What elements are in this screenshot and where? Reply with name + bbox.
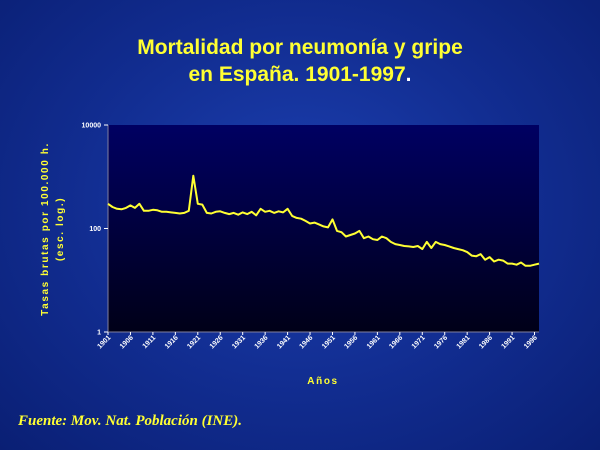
x-tick-label: 1976 xyxy=(433,334,449,350)
title-line-1: Mortalidad por neumonía y gripe xyxy=(137,36,463,59)
x-tick-label: 1951 xyxy=(321,334,337,350)
y-tick-group: 1 100 10000 xyxy=(82,123,108,337)
x-tick-label: 1921 xyxy=(186,334,202,350)
chart-title: Mortalidad por neumonía y gripe en Españ… xyxy=(0,34,600,88)
source-note: Fuente: Mov. Nat. Población (INE). xyxy=(18,413,243,429)
x-tick-label: 1991 xyxy=(501,334,517,350)
x-tick-label: 1961 xyxy=(366,334,382,350)
x-tick-label: 1996 xyxy=(523,334,539,350)
y-axis-title: Tasas brutas por 100.000 h. xyxy=(40,142,51,316)
x-tick-label: 1941 xyxy=(276,334,292,350)
x-tick-label: 1926 xyxy=(209,334,225,350)
y-axis-subtitle: (esc. log.) xyxy=(55,197,66,261)
plot-area xyxy=(108,125,539,332)
y-tick-label: 100 xyxy=(89,226,101,233)
x-tick-label: 1956 xyxy=(343,334,359,350)
x-tick-group: 1901 1906 1911 1916 1921 1926 1931 1936 1941 1946… xyxy=(96,332,539,350)
y-tick-label: 10000 xyxy=(82,123,102,130)
x-tick-label: 1946 xyxy=(298,334,314,350)
x-tick-label: 1936 xyxy=(254,334,270,350)
title-period: . xyxy=(405,63,412,86)
x-tick-label: 1906 xyxy=(119,334,135,350)
x-tick-label: 1931 xyxy=(231,334,247,350)
x-tick-label: 1971 xyxy=(411,334,427,350)
x-tick-label: 1911 xyxy=(142,334,158,350)
x-tick-label: 1986 xyxy=(478,334,494,350)
series-line xyxy=(107,174,540,267)
x-tick-label: 1901 xyxy=(96,334,112,350)
x-tick-label: 1916 xyxy=(164,334,180,350)
y-tick-label: 1 xyxy=(97,330,101,337)
title-line-2: en España. 1901-1997. xyxy=(0,61,600,88)
x-tick-label: 1981 xyxy=(456,334,472,350)
x-axis-title: Años xyxy=(307,376,338,387)
title-line-2-text: en España. 1901-1997 xyxy=(188,63,406,86)
x-tick-label: 1966 xyxy=(388,334,404,350)
